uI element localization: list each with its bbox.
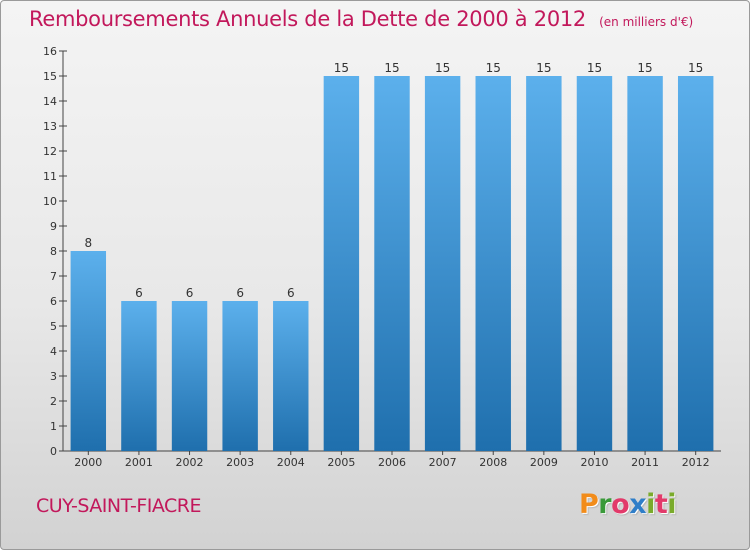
x-tick-label: 2001 — [125, 456, 153, 469]
bars — [70, 76, 714, 451]
y-tick-label: 7 — [50, 270, 57, 283]
bar — [627, 76, 663, 451]
y-tick-label: 5 — [50, 320, 57, 333]
x-tick-label: 2011 — [631, 456, 659, 469]
data-label: 6 — [135, 286, 143, 300]
data-label: 6 — [236, 286, 244, 300]
x-tick-label: 2008 — [479, 456, 507, 469]
data-label: 8 — [84, 236, 92, 250]
y-tick-label: 15 — [43, 70, 57, 83]
bar — [526, 76, 562, 451]
title-row: Remboursements Annuels de la Dette de 20… — [29, 7, 693, 31]
y-tick-label: 2 — [50, 395, 57, 408]
data-label: 15 — [334, 61, 349, 75]
brand-letter: x — [629, 489, 647, 520]
y-tick-label: 14 — [43, 95, 57, 108]
x-tick-label: 2005 — [327, 456, 355, 469]
bar — [424, 76, 461, 451]
brand-letter: r — [598, 489, 612, 520]
brand-letter: i — [646, 489, 655, 520]
x-tick-label: 2007 — [429, 456, 457, 469]
x-tick-label: 2010 — [580, 456, 608, 469]
x-tick-label: 2006 — [378, 456, 406, 469]
x-tick-label: 2003 — [226, 456, 254, 469]
y-tick-label: 12 — [43, 145, 57, 158]
y-tick-label: 4 — [50, 345, 57, 358]
brand-letter: o — [611, 489, 630, 520]
bar — [576, 76, 613, 451]
bar — [323, 76, 360, 451]
labels: 8 2000 6 2001 6 2002 6 2003 6 2004 15 2005 15 2006 15 2… — [74, 61, 709, 469]
y-tick-label: 8 — [50, 245, 57, 258]
data-label: 15 — [587, 61, 602, 75]
y-tick-label: 3 — [50, 370, 57, 383]
data-label: 15 — [536, 61, 551, 75]
data-label: 15 — [486, 61, 501, 75]
chart-subtitle: (en milliers d'€) — [599, 15, 694, 29]
x-tick-label: 2012 — [682, 456, 710, 469]
brand-letter: i — [667, 489, 677, 520]
x-tick-label: 2009 — [530, 456, 558, 469]
data-label: 6 — [186, 286, 194, 300]
data-label: 15 — [637, 61, 652, 75]
x-tick-label: 2000 — [74, 456, 102, 469]
x-tick-label: 2004 — [277, 456, 305, 469]
y-tick-label: 10 — [43, 195, 57, 208]
bar — [70, 251, 107, 451]
bar — [475, 76, 511, 451]
bar — [222, 301, 258, 451]
y-tick-label: 13 — [43, 120, 57, 133]
data-label: 6 — [287, 286, 295, 300]
commune-name: CUY-SAINT-FIACRE — [36, 495, 202, 517]
brand-letter: P — [579, 489, 599, 520]
data-label: 15 — [384, 61, 399, 75]
y-tick-label: 6 — [50, 295, 57, 308]
data-label: 15 — [435, 61, 450, 75]
proxiti-logo: Proxiti — [579, 489, 677, 520]
bar — [677, 76, 714, 451]
y-tick-label: 1 — [50, 420, 57, 433]
bar — [171, 301, 208, 451]
y-tick-label: 11 — [43, 170, 57, 183]
chart-title: Remboursements Annuels de la Dette de 20… — [29, 7, 586, 31]
data-label: 15 — [688, 61, 703, 75]
y-tick-label: 0 — [50, 445, 57, 458]
y-tick-label: 9 — [50, 220, 57, 233]
brand-letter: t — [654, 489, 668, 520]
y-tick-label: 16 — [43, 45, 57, 58]
bar — [121, 301, 157, 451]
bar — [273, 301, 309, 451]
x-tick-label: 2002 — [176, 456, 204, 469]
bar — [374, 76, 410, 451]
